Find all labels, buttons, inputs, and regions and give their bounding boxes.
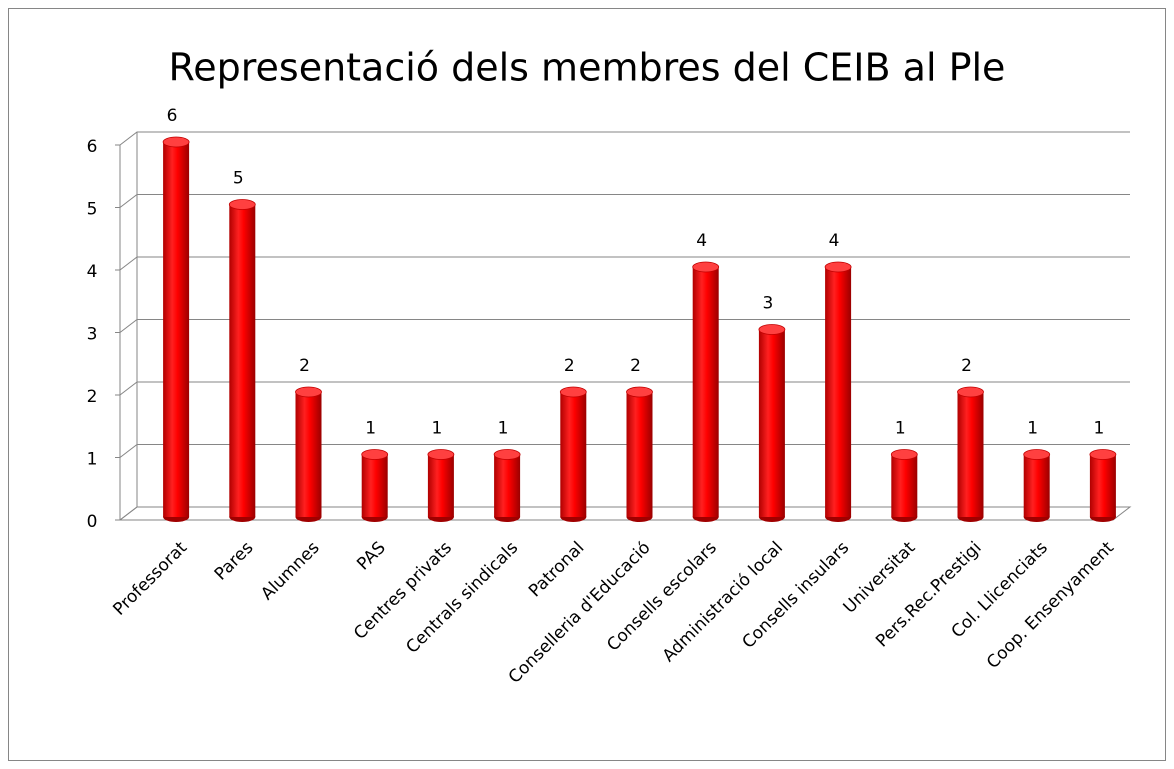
grid-line [119, 444, 1130, 458]
bar-top [758, 324, 786, 335]
data-label: 2 [630, 356, 641, 376]
y-tick-label: 2 [87, 387, 98, 407]
bar-top [957, 386, 984, 398]
grid-line [119, 506, 1130, 521]
bar [494, 454, 521, 517]
grid-line [119, 256, 1130, 271]
bar [1089, 454, 1116, 517]
bar-top [890, 449, 918, 460]
y-tick-label: 5 [87, 200, 98, 220]
bar-top [559, 386, 587, 398]
bar-top [427, 449, 455, 460]
y-tick-label: 6 [87, 137, 98, 157]
bar [361, 454, 388, 517]
bar-top [361, 449, 389, 460]
data-label: 1 [498, 419, 509, 439]
bar [229, 204, 256, 517]
data-label: 1 [431, 419, 442, 439]
grid-line [119, 381, 1130, 396]
bar [825, 267, 852, 517]
data-label: 1 [365, 419, 376, 439]
bar [163, 142, 190, 517]
bar [957, 392, 984, 517]
data-label: 2 [961, 356, 972, 376]
bar-top [295, 386, 322, 398]
bar [560, 392, 587, 517]
bar-top [228, 199, 256, 210]
grid-line [119, 194, 1130, 208]
bar-top [824, 261, 852, 273]
y-tick-label: 3 [87, 325, 98, 345]
bar [891, 454, 918, 517]
data-label: 4 [696, 231, 707, 251]
grid-line [119, 131, 1130, 146]
data-label: 1 [895, 419, 906, 439]
data-label: 2 [564, 356, 575, 376]
bar-top [1023, 449, 1051, 460]
bar [427, 454, 454, 517]
bar-top [626, 386, 653, 398]
bar [626, 392, 653, 517]
data-label: 2 [299, 356, 310, 376]
data-label: 5 [233, 169, 244, 189]
bar [692, 267, 719, 517]
data-label: 1 [1093, 419, 1104, 439]
y-tick-label: 4 [87, 262, 98, 282]
data-label: 4 [829, 231, 840, 251]
bar [1023, 454, 1050, 517]
bar-top [162, 136, 190, 148]
data-label: 1 [1027, 419, 1038, 439]
chart-title: Representació dels membres del CEIB al P… [169, 46, 1006, 90]
data-label: 3 [762, 294, 773, 314]
chart-border [8, 8, 1166, 761]
data-label: 6 [167, 106, 178, 126]
bar-top [1089, 449, 1117, 460]
grid-line [119, 319, 1130, 333]
bar [758, 329, 785, 517]
bar-top [493, 449, 521, 460]
y-tick-label: 1 [87, 450, 98, 470]
bar-top [692, 261, 720, 273]
bar [295, 392, 322, 517]
y-tick-label: 0 [87, 512, 98, 532]
